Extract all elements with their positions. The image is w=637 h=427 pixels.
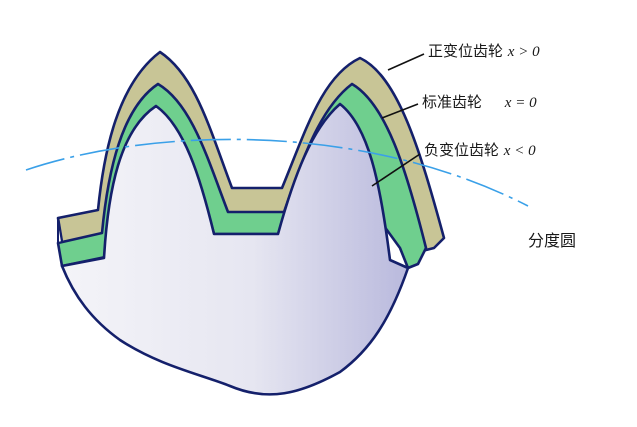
standard-name: 标准齿轮 xyxy=(422,93,483,111)
leader-negative xyxy=(371,153,421,187)
negative-shift-name: 负变位齿轮 xyxy=(424,141,500,159)
standard-formula: x = 0 xyxy=(504,95,537,111)
pitch-circle-arc xyxy=(25,138,529,207)
negative-shift-formula: x < 0 xyxy=(503,143,536,159)
positive-shift-label: 正变位齿轮 x > 0 xyxy=(428,44,540,60)
pitch-circle-label: 分度圆 xyxy=(528,231,577,250)
leader-standard xyxy=(381,103,419,119)
left-tooth-edge xyxy=(57,217,64,245)
standard-label: 标准齿轮 x = 0 xyxy=(422,95,537,111)
leader-positive xyxy=(387,53,425,71)
positive-shift-formula: x > 0 xyxy=(507,44,540,60)
negative-shift-label: 负变位齿轮 x < 0 xyxy=(424,143,536,159)
positive-shift-name: 正变位齿轮 xyxy=(428,42,504,60)
negative-shift-body xyxy=(60,102,410,396)
